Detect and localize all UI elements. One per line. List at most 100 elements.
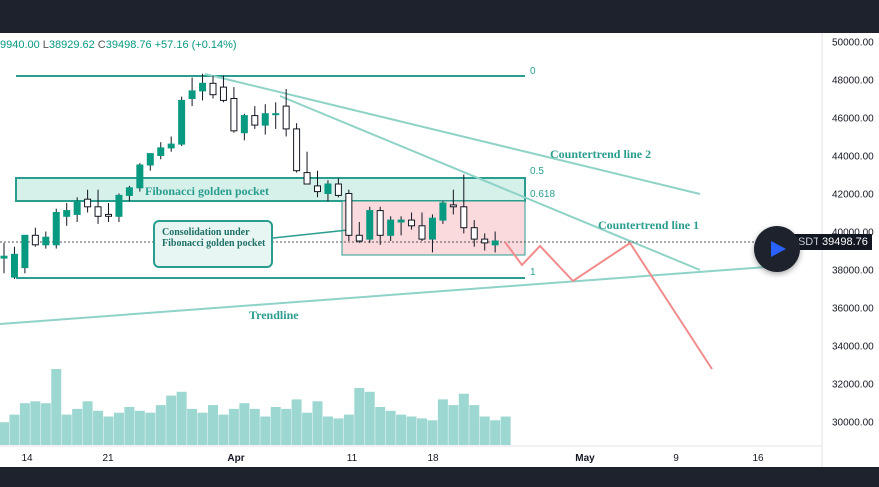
x-tick-label: May xyxy=(575,453,595,464)
close-label: C xyxy=(97,39,106,51)
projection-path xyxy=(504,241,713,370)
trendline xyxy=(0,265,781,325)
fib-golden-pocket-zone xyxy=(15,177,526,202)
top-toolbar xyxy=(0,0,879,33)
volume-bar xyxy=(281,408,292,445)
candle-body xyxy=(397,219,405,223)
annotation-pointer xyxy=(272,229,349,239)
volume-bar xyxy=(479,416,490,445)
volume-bar xyxy=(176,391,187,445)
candle-body xyxy=(188,90,196,100)
candle-body xyxy=(261,113,269,126)
volume-bar xyxy=(197,412,208,445)
volume-bar xyxy=(458,393,469,445)
volume-bar xyxy=(134,410,145,445)
candle-body xyxy=(94,206,102,217)
candle-body xyxy=(240,115,248,134)
x-tick-label: 9 xyxy=(673,453,679,464)
volume-bar xyxy=(51,369,62,445)
y-tick-label: 32000.00 xyxy=(832,380,874,391)
volume-bar xyxy=(364,391,375,445)
volume-bar xyxy=(260,416,271,445)
candle-body xyxy=(439,202,447,221)
volume-bar xyxy=(417,418,427,445)
candle-body xyxy=(167,143,175,149)
candle-body xyxy=(376,210,384,236)
candle-body xyxy=(418,225,426,240)
candle-body xyxy=(303,172,311,185)
volume-bar xyxy=(322,416,333,445)
low-label: L xyxy=(42,39,49,51)
candle-body xyxy=(52,212,60,246)
candle-body xyxy=(230,98,238,132)
volume-bar xyxy=(302,412,313,445)
consolidation-callout-text: Consolidation under Fibonacci golden poc… xyxy=(162,227,266,249)
candle-body xyxy=(449,204,457,208)
volume-bar xyxy=(375,407,386,445)
x-axis-ticks: 14 21 Apr 11 18 May 9 16 xyxy=(21,453,764,464)
fib-pocket-label: Fibonacci golden pocket xyxy=(145,184,270,198)
volume-bar xyxy=(40,403,51,445)
volume-bar xyxy=(30,401,41,445)
y-axis-ticks: 50000.00 48000.00 46000.00 44000.00 42000.00… xyxy=(832,38,874,429)
candle-body xyxy=(199,82,207,92)
volume-bar xyxy=(354,388,365,445)
candle-body xyxy=(146,153,154,166)
candle-body xyxy=(428,217,436,240)
volume-bar xyxy=(187,408,198,445)
candle-body xyxy=(387,219,395,236)
countertrend-line-1 xyxy=(279,95,701,271)
change-value: +57.16 (+0.14%) xyxy=(154,39,237,51)
candle-body xyxy=(0,255,8,259)
volume-bar xyxy=(93,410,104,445)
x-tick-label: 16 xyxy=(752,453,764,464)
volume-bar xyxy=(312,401,323,445)
fib-label-0-618: 0.618 xyxy=(530,189,556,200)
volume-bar xyxy=(0,422,9,445)
countertrend-line-2 xyxy=(204,73,701,195)
y-tick-label: 44000.00 xyxy=(832,152,874,163)
candle-body xyxy=(334,183,342,196)
last-price-tag: BTCUSDT39498.76 xyxy=(764,234,872,250)
candle-body xyxy=(84,198,92,208)
volume-bar xyxy=(208,405,218,445)
volume-bar xyxy=(249,408,260,445)
consolidation-callout xyxy=(153,220,273,268)
candle-body xyxy=(42,236,50,246)
x-tick-label: 11 xyxy=(347,453,358,464)
x-tick-label: 18 xyxy=(427,453,439,464)
candlesticks xyxy=(0,73,499,279)
countertrend-1-label: Countertrend line 1 xyxy=(598,218,700,232)
volume-bars xyxy=(0,369,511,445)
volume-bar xyxy=(9,414,20,445)
y-tick-label: 48000.00 xyxy=(832,76,874,87)
candle-body xyxy=(21,234,29,269)
play-button[interactable] xyxy=(754,226,800,272)
volume-bar xyxy=(82,401,93,445)
candle-body xyxy=(408,219,416,227)
volume-bar xyxy=(124,407,135,445)
candle-body xyxy=(293,128,301,172)
volume-bar xyxy=(437,399,448,445)
candle-body xyxy=(251,115,259,126)
last-price-value: 39498.76 xyxy=(818,234,872,250)
close-value: 39498.76 xyxy=(105,39,152,51)
candle-body xyxy=(355,234,363,242)
candle-body xyxy=(470,227,478,240)
fib-label-0-5: 0.5 xyxy=(530,166,544,177)
candle-body xyxy=(481,238,489,244)
candle-body xyxy=(31,234,39,246)
volume-bar xyxy=(427,420,438,445)
bottom-toolbar xyxy=(0,467,879,487)
y-tick-label: 42000.00 xyxy=(832,190,874,201)
volume-bar xyxy=(228,408,239,445)
volume-bar xyxy=(448,405,459,445)
y-tick-label: 36000.00 xyxy=(832,304,874,315)
candle-body xyxy=(219,86,227,101)
candle-body xyxy=(63,210,71,217)
volume-bar xyxy=(333,418,344,445)
y-tick-label: 40000.00 xyxy=(832,228,874,239)
y-tick-label: 30000.00 xyxy=(832,418,874,429)
volume-bar xyxy=(343,414,354,445)
